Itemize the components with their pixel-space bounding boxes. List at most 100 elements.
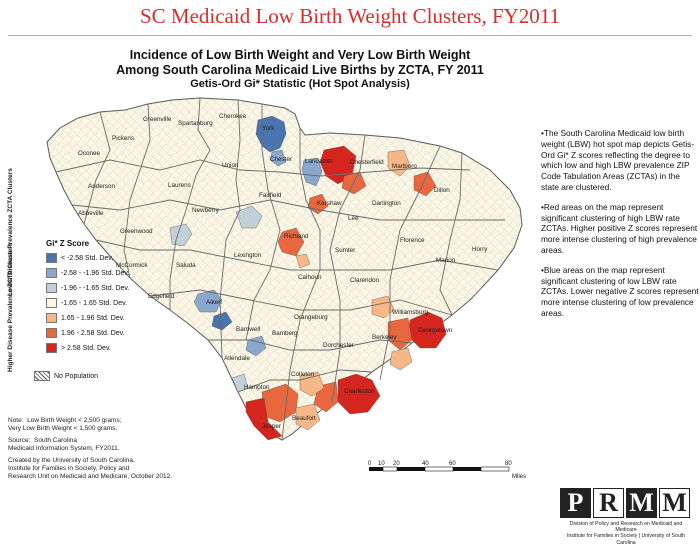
cluster-beaufort-mid: [295, 403, 321, 431]
bullet-text: •Red areas on the map represent signific…: [541, 201, 698, 255]
logo-letter: R: [593, 488, 624, 518]
county-label: Lexington: [234, 252, 262, 259]
scale-tick: 10: [378, 461, 385, 467]
county-label: Abbeville: [78, 210, 104, 217]
county-label: Bamberg: [272, 330, 298, 337]
bullet-text: •The South Carolina Medicaid low birth w…: [541, 128, 695, 192]
county-label: Union: [222, 162, 239, 169]
county-label: Greenville: [143, 116, 172, 123]
logo-caption-line2: Institute for Families in Society | Univ…: [566, 533, 686, 546]
county-label: Aiken: [206, 299, 222, 306]
legend-swatch: [46, 328, 57, 338]
legend-swatch: [46, 313, 57, 323]
county-label: Barnwell: [236, 326, 260, 333]
county-label: Lee: [348, 215, 359, 222]
page-title: SC Medicaid Low Birth Weight Clusters, F…: [139, 4, 561, 28]
note-source: Source: South Carolina Medicaid Informat…: [8, 437, 120, 452]
legend-item: 1.65 - 1.96 Std. Dev.: [46, 313, 125, 323]
legend-item: 1.96 - 2.58 Std. Dev.: [46, 328, 125, 338]
county-boundaries: [55, 97, 505, 441]
title-divider: [8, 35, 692, 36]
scale-tick: 60: [449, 461, 456, 467]
legend-item: < -2.58 Std. Dev.: [46, 253, 113, 263]
county-label: Calhoun: [298, 274, 322, 281]
logo-letter: M: [626, 488, 657, 518]
scale-tick: 80: [505, 461, 512, 467]
cluster-berkeley-high: [389, 347, 413, 371]
cluster-aiken-low: [193, 289, 223, 313]
county-label: Orangeburg: [294, 314, 328, 321]
cluster-williamsburg-low: [371, 295, 395, 319]
county-label: Hampton: [244, 384, 270, 391]
county-label: Marion: [436, 257, 456, 264]
county-label: Williamsburg: [392, 309, 429, 316]
county-label: Saluda: [176, 262, 196, 269]
county-label: Chester: [270, 156, 292, 163]
county-label: Marlboro: [392, 163, 417, 170]
cluster-aiken-low2: [211, 311, 233, 331]
logo-letter: P: [560, 488, 591, 518]
scale-tick: 0: [368, 461, 372, 467]
legend-swatch: [46, 298, 57, 308]
prmm-logo: P R M M Division of Policy and Research …: [560, 488, 690, 546]
county-label: Allendale: [224, 355, 250, 362]
legend-item: > 2.58 Std. Dev.: [46, 343, 111, 353]
county-label: Darlington: [372, 200, 401, 207]
cluster-charleston-high: [337, 373, 381, 415]
legend-swatch: [46, 253, 57, 263]
note-created-by: Created by the University of South Carol…: [8, 457, 173, 480]
county-label: Sumter: [335, 247, 355, 254]
cluster-jasper-high: [245, 397, 283, 441]
map-subtitle-line2: Among South Carolina Medicaid Live Birth…: [116, 63, 484, 77]
county-label: Lancaster: [305, 158, 333, 165]
legend-title: Gi* Z Score: [46, 239, 90, 248]
logo-caption-line1: Division of Policy and Research on Medic…: [569, 521, 683, 534]
county-label: Edgefield: [148, 293, 175, 300]
scale-bar: 0 10 20 40 60 80 Miles: [368, 461, 526, 480]
cluster-richland-low: [235, 205, 263, 229]
county-label: McCormick: [116, 262, 148, 269]
map-subtitle-line3: Getis-Ord Gi* Statistic (Hot Spot Analys…: [190, 78, 410, 90]
logo-letter: M: [659, 488, 690, 518]
county-label: Fairfield: [259, 192, 282, 199]
cluster-york-low: [255, 115, 287, 153]
county-label: Spartanburg: [178, 120, 213, 127]
legend-swatch: [46, 343, 57, 353]
county-label: York: [262, 125, 275, 132]
county-label: Pickens: [112, 135, 134, 142]
county-label: Anderson: [88, 183, 115, 190]
legend-swatch: [46, 268, 57, 278]
county-label: Georgetown: [418, 327, 453, 334]
county-label: Laurens: [168, 182, 191, 189]
bullet-text: •Blue areas on the map represent signifi…: [541, 264, 699, 318]
scale-tick: 20: [393, 461, 400, 467]
cluster-york-edge: [269, 149, 287, 167]
explanation-panel: •The South Carolina Medicaid low birth w…: [541, 128, 699, 328]
county-label: Newberry: [192, 207, 220, 214]
county-label: Cherokee: [219, 113, 247, 120]
county-label: Florence: [400, 237, 425, 244]
county-label: Beaufort: [292, 415, 316, 422]
legend-item: -1.96 - -1.65 Std. Dev.: [46, 283, 129, 293]
county-label: Clarendon: [350, 277, 380, 284]
scale-unit: Miles: [512, 474, 526, 480]
cluster-colleton-high: [299, 371, 325, 397]
legend-item: -1.65 - 1.65 Std. Dev.: [46, 298, 127, 308]
county-label: Richland: [284, 233, 309, 240]
county-label: Dillon: [434, 187, 450, 194]
county-label: Dorchester: [323, 342, 354, 349]
county-label: Oconee: [78, 150, 101, 157]
county-label: Charleston: [344, 388, 375, 395]
map-subtitle-line1: Incidence of Low Birth Weight and Very L…: [129, 48, 471, 62]
county-label: Horry: [472, 246, 488, 253]
legend-higher-label: Higher Disease Prevalence ZCTA Clusters: [7, 242, 14, 372]
legend-item: -2.58 - -1.96 Std. Dev.: [46, 268, 129, 278]
county-label: Greenwood: [120, 228, 153, 235]
note-birth-weight: Note: Low Birth Weight < 2,500 grams; Ve…: [8, 417, 122, 432]
hatch-swatch: [34, 371, 50, 381]
cluster-richland-mid: [295, 253, 311, 269]
cluster-barnwell-low: [245, 335, 267, 357]
county-label: Chesterfield: [350, 159, 384, 166]
cluster-lancaster-low: [301, 157, 323, 187]
